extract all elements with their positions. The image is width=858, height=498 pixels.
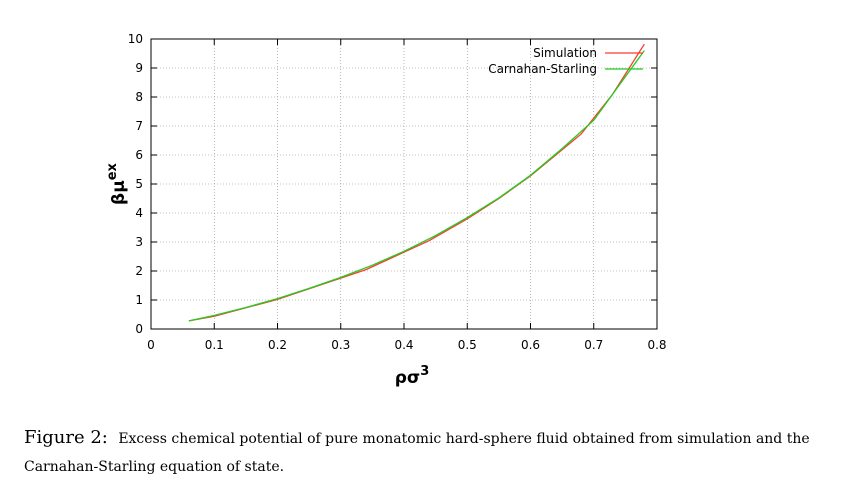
x-tick-label: 0.8 <box>647 338 666 352</box>
y-tick-label: 7 <box>135 119 143 133</box>
y-tick-label: 4 <box>135 206 143 220</box>
y-tick-label: 1 <box>135 293 143 307</box>
y-tick-label: 2 <box>135 264 143 278</box>
chart: 0 0.1 0.2 0.3 0.4 0.5 0.6 0.7 0.8 0 1 2 3 4 5 6 7 8 9 10 Si… <box>105 32 667 388</box>
series-line-carnahan-starling <box>188 50 645 322</box>
y-tick-label: 8 <box>135 90 143 104</box>
caption-text: Excess chemical potential of pure monato… <box>24 431 810 475</box>
y-tick-label: 6 <box>135 148 143 162</box>
x-tick-label: 0.3 <box>331 338 350 352</box>
x-tick-label: 0.6 <box>521 338 540 352</box>
x-tick-label: 0 <box>147 338 155 352</box>
legend: Simulation Carnahan-Starling <box>488 46 643 76</box>
y-tick-label: 3 <box>135 235 143 249</box>
x-tick-label: 0.1 <box>205 338 224 352</box>
legend-label-carnahan-starling: Carnahan-Starling <box>488 62 597 76</box>
y-tick-label: 0 <box>135 322 143 336</box>
grid-lines <box>151 39 657 329</box>
x-tick-label: 0.5 <box>458 338 477 352</box>
y-tick-label: 10 <box>128 32 143 46</box>
y-axis-label: βμex <box>105 162 129 205</box>
y-tick-label: 9 <box>135 61 143 75</box>
series-lines <box>188 43 645 322</box>
figure-caption: Figure 2: Excess chemical potential of p… <box>24 424 834 481</box>
axis-ticks: 0 0.1 0.2 0.3 0.4 0.5 0.6 0.7 0.8 0 1 2 3 4 5 6 7 8 9 10 <box>128 32 667 352</box>
series-line-simulation <box>188 43 645 322</box>
caption-label: Figure 2: <box>24 427 108 448</box>
y-tick-label: 5 <box>135 177 143 191</box>
x-axis-label: ρσ3 <box>395 364 429 388</box>
x-tick-label: 0.7 <box>584 338 603 352</box>
x-tick-label: 0.2 <box>268 338 287 352</box>
legend-label-simulation: Simulation <box>533 46 597 60</box>
x-tick-label: 0.4 <box>394 338 413 352</box>
